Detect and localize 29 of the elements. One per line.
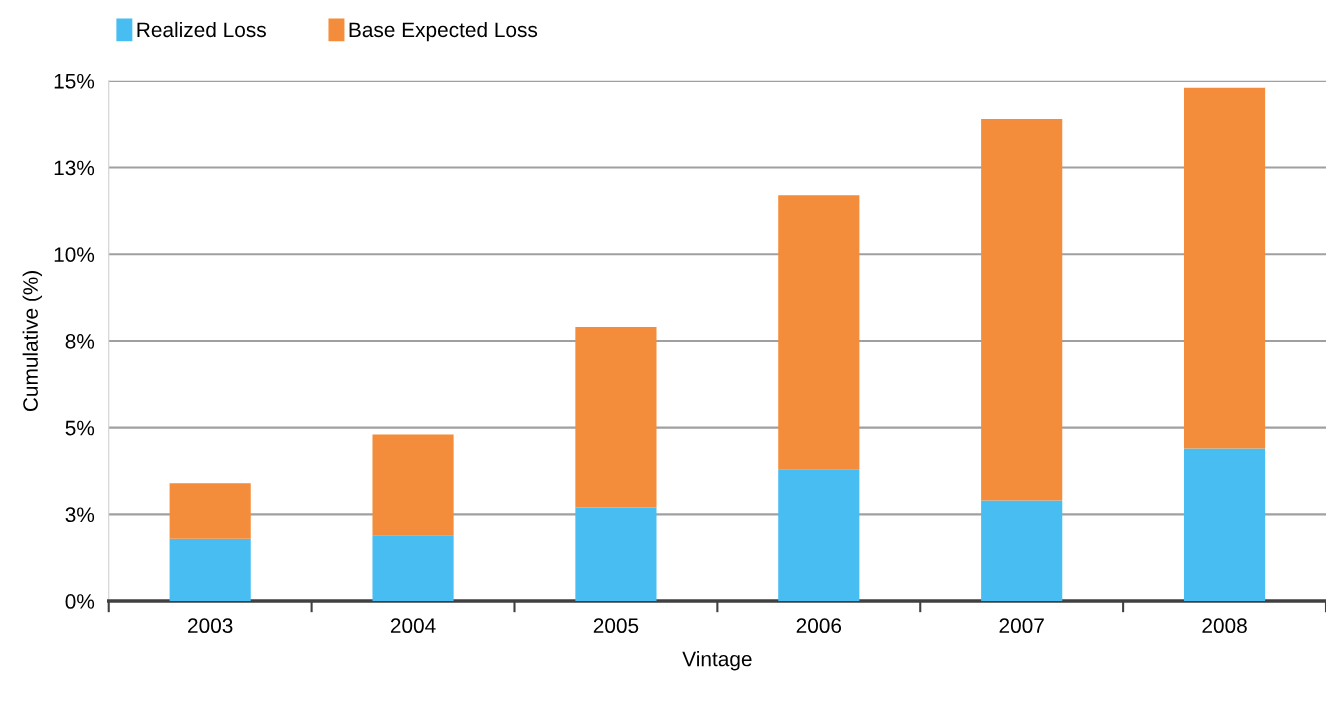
y-tick-label: 15% — [54, 73, 95, 89]
bar — [1183, 448, 1266, 602]
bar — [981, 500, 1063, 602]
bar — [981, 118, 1063, 501]
y-tick-label: 10% — [54, 247, 95, 263]
y-tick-label: 3% — [65, 507, 95, 523]
bar — [778, 469, 860, 602]
x-tick-label: 2003 — [188, 618, 233, 634]
x-tick-label: 2004 — [390, 618, 436, 634]
y-tick-label: 5% — [65, 420, 95, 436]
bar — [169, 538, 251, 602]
y-tick-label: 0% — [65, 594, 95, 609]
bar — [575, 327, 657, 508]
x-tick-label: 2007 — [999, 618, 1044, 634]
y-tick-label: 8% — [65, 333, 95, 349]
legend-label: Realized Loss — [137, 21, 266, 38]
bar — [372, 535, 454, 602]
x-tick-label: 2006 — [796, 618, 842, 634]
bar — [575, 507, 657, 602]
bar — [169, 483, 251, 539]
bar — [372, 434, 454, 536]
x-axis-title: Vintage — [682, 651, 752, 671]
y-tick-label: 13% — [54, 160, 95, 176]
bar — [1183, 87, 1266, 449]
legend-label: Base Expected Loss — [349, 21, 538, 42]
bar — [778, 195, 860, 470]
x-tick-label: 2008 — [1202, 618, 1247, 634]
x-tick-label: 2005 — [593, 618, 639, 634]
y-axis-title: Cumulative (%) — [22, 271, 43, 412]
